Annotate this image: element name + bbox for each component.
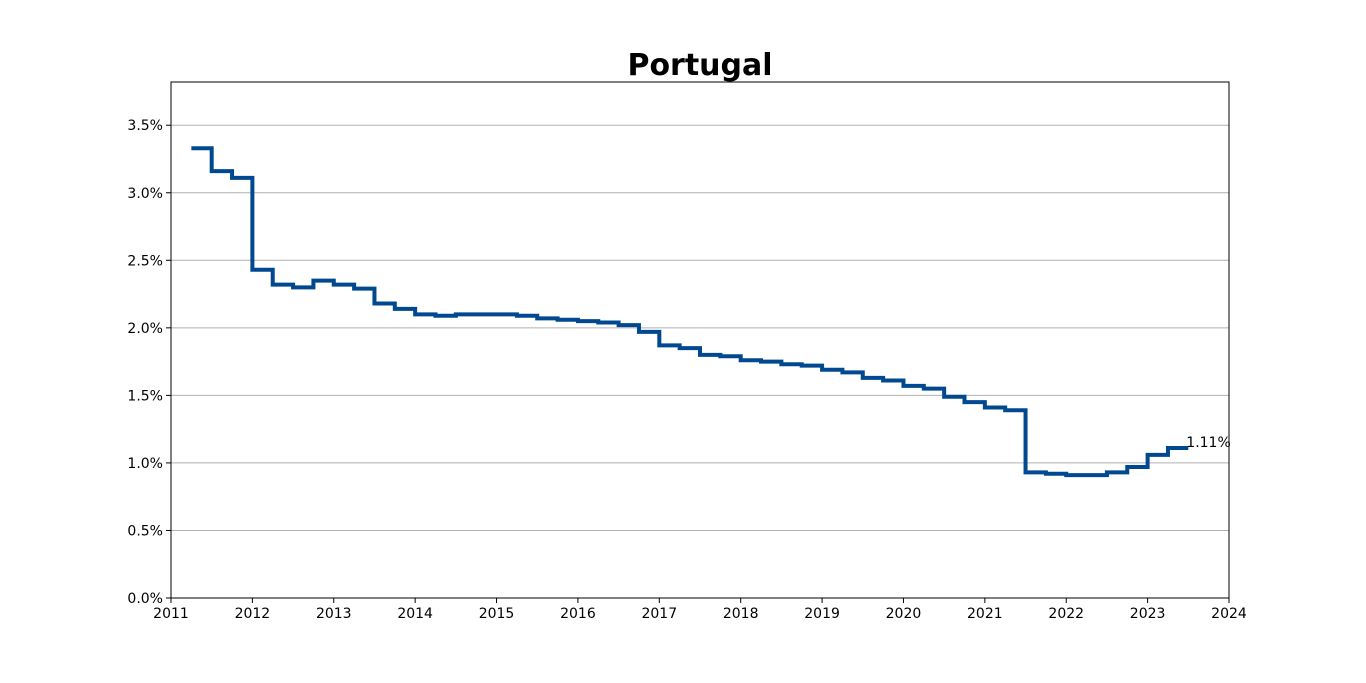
- y-tick-label: 3.0%: [127, 186, 163, 202]
- x-tick-label: 2017: [641, 606, 677, 622]
- x-tick-label: 2012: [235, 606, 271, 622]
- plot-frame: [170, 81, 1230, 599]
- series-line: [191, 146, 1189, 478]
- x-tick-label: 2024: [1211, 606, 1247, 622]
- x-tick-label: 2011: [153, 606, 189, 622]
- gridlines: [171, 124, 1229, 599]
- x-tick-label: 2013: [316, 606, 352, 622]
- x-tick-label: 2020: [886, 606, 922, 622]
- x-tick-label: 2014: [397, 606, 433, 622]
- x-tick-label: 2015: [479, 606, 515, 622]
- annotations: 1.11%: [1186, 435, 1230, 451]
- x-tick-label: 2019: [804, 606, 840, 622]
- y-tick-label: 1.0%: [127, 456, 163, 472]
- x-tick-label: 2023: [1130, 606, 1166, 622]
- y-tick-label: 0.5%: [127, 523, 163, 539]
- y-tick-label: 0.0%: [127, 591, 163, 607]
- x-tick-label: 2016: [560, 606, 596, 622]
- chart-title: Portugal: [627, 48, 772, 83]
- x-axis: 2011 2012 2013 2014 2015 2016 2017 2018 2019 2020…: [153, 598, 1247, 622]
- series-group: [191, 146, 1189, 478]
- y-tick-label: 2.5%: [127, 253, 163, 269]
- last-value-label: 1.11%: [1186, 435, 1230, 451]
- y-tick-label: 2.0%: [127, 321, 163, 337]
- y-tick-label: 1.5%: [127, 388, 163, 404]
- x-tick-label: 2021: [967, 606, 1003, 622]
- y-tick-label: 3.5%: [127, 118, 163, 134]
- y-axis: 0.0% 0.5% 1.0% 1.5% 2.0% 2.5% 3.0% 3.5%: [127, 118, 171, 607]
- x-tick-label: 2022: [1048, 606, 1084, 622]
- x-tick-label: 2018: [723, 606, 759, 622]
